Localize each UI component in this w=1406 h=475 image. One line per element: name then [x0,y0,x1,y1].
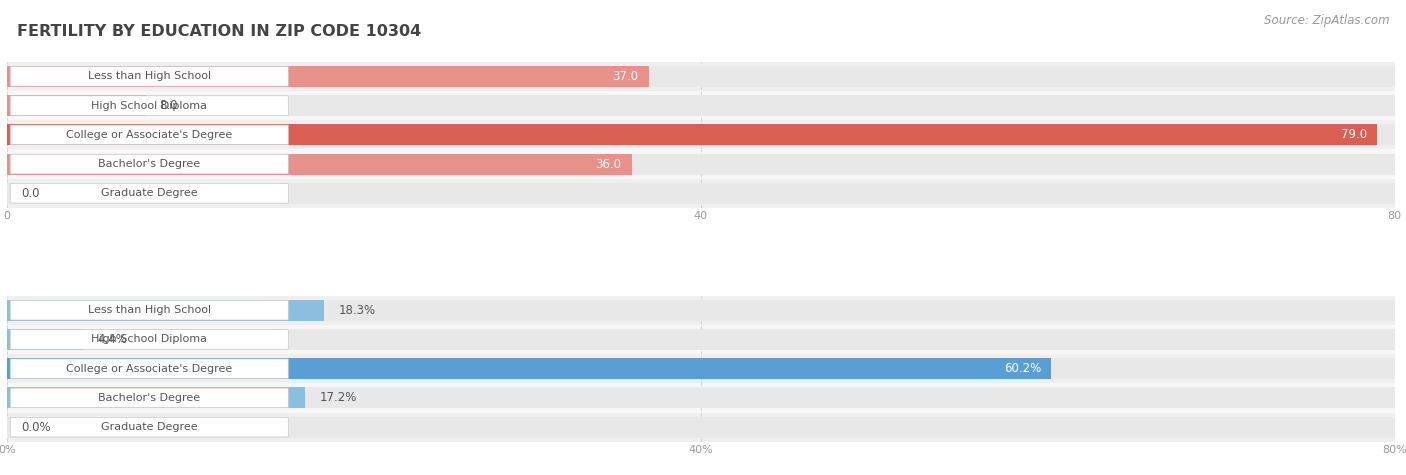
FancyBboxPatch shape [10,418,288,437]
FancyBboxPatch shape [10,330,288,349]
Bar [7,150,1395,179]
Text: High School Diploma: High School Diploma [91,334,207,344]
Text: College or Associate's Degree: College or Associate's Degree [66,130,232,140]
Bar [7,124,1378,145]
FancyBboxPatch shape [10,183,288,203]
Text: 37.0: 37.0 [613,70,638,83]
FancyBboxPatch shape [10,388,288,408]
Text: FERTILITY BY EDUCATION IN ZIP CODE 10304: FERTILITY BY EDUCATION IN ZIP CODE 10304 [17,24,422,39]
Text: 18.3%: 18.3% [339,304,375,317]
Bar [7,417,1395,437]
Text: Bachelor's Degree: Bachelor's Degree [98,393,200,403]
Bar [7,95,1395,116]
Bar [7,95,146,116]
Text: 0.0: 0.0 [21,187,39,200]
Bar [7,66,1395,87]
Bar [7,329,83,350]
Text: 79.0: 79.0 [1341,128,1367,142]
Text: College or Associate's Degree: College or Associate's Degree [66,364,232,374]
Text: Source: ZipAtlas.com: Source: ZipAtlas.com [1264,14,1389,27]
FancyBboxPatch shape [10,125,288,144]
FancyBboxPatch shape [10,154,288,174]
Text: High School Diploma: High School Diploma [91,101,207,111]
Bar [7,358,1052,379]
Bar [7,62,1395,91]
Bar [7,300,325,321]
Text: 17.2%: 17.2% [319,391,357,404]
Bar [7,354,1395,383]
Bar [7,358,1395,379]
Bar [7,124,1395,145]
Bar [7,329,1395,350]
FancyBboxPatch shape [10,300,288,320]
Text: 8.0: 8.0 [160,99,179,112]
Text: 36.0: 36.0 [595,158,621,171]
Text: 0.0%: 0.0% [21,421,51,434]
FancyBboxPatch shape [10,96,288,115]
FancyBboxPatch shape [10,66,288,86]
Text: Graduate Degree: Graduate Degree [101,422,198,432]
Bar [7,91,1395,120]
Bar [7,383,1395,412]
Bar [7,300,1395,321]
Bar [7,388,305,408]
Text: Bachelor's Degree: Bachelor's Degree [98,159,200,169]
Text: Less than High School: Less than High School [87,305,211,315]
Text: Graduate Degree: Graduate Degree [101,188,198,198]
Bar [7,388,1395,408]
Bar [7,183,1395,204]
Bar [7,179,1395,208]
Text: 4.4%: 4.4% [97,333,127,346]
FancyBboxPatch shape [10,359,288,379]
Bar [7,153,631,175]
Bar [7,295,1395,325]
Bar [7,66,648,87]
Bar [7,153,1395,175]
Text: Less than High School: Less than High School [87,71,211,81]
Bar [7,120,1395,150]
Text: 60.2%: 60.2% [1004,362,1040,375]
Bar [7,412,1395,442]
Bar [7,325,1395,354]
